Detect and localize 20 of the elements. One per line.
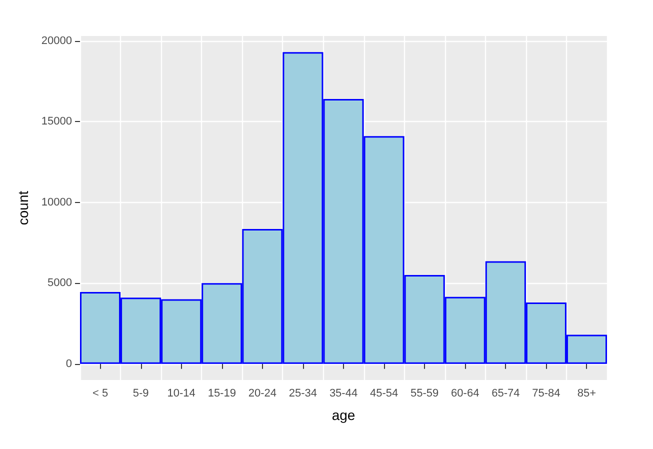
x-axis-title: age [332, 407, 356, 423]
x-tick-label: 35-44 [329, 388, 358, 400]
x-tick-label: 15-19 [208, 388, 236, 400]
x-tick-label: 10-14 [167, 388, 196, 400]
x-tick-label: 45-54 [370, 388, 398, 400]
y-tick-label: 15000 [41, 116, 72, 128]
x-tick-label: 85+ [577, 388, 596, 400]
x-tick-label: 65-74 [492, 388, 520, 400]
x-tick-label: 20-24 [248, 388, 276, 400]
x-tick-label: 5-9 [132, 388, 149, 400]
x-tick-label: < 5 [92, 388, 108, 400]
x-tick-label: 60-64 [451, 388, 480, 400]
x-tick-label: 25-34 [288, 388, 318, 400]
y-axis-title: count [15, 190, 31, 226]
x-tick-label: 75-84 [532, 388, 560, 400]
y-tick-label: 5000 [48, 277, 72, 290]
y-tick-label: 10000 [41, 196, 72, 208]
x-tick-label: 55-59 [410, 388, 439, 400]
y-tick-label: 0 [66, 358, 72, 370]
y-tick-label: 20000 [41, 34, 72, 47]
